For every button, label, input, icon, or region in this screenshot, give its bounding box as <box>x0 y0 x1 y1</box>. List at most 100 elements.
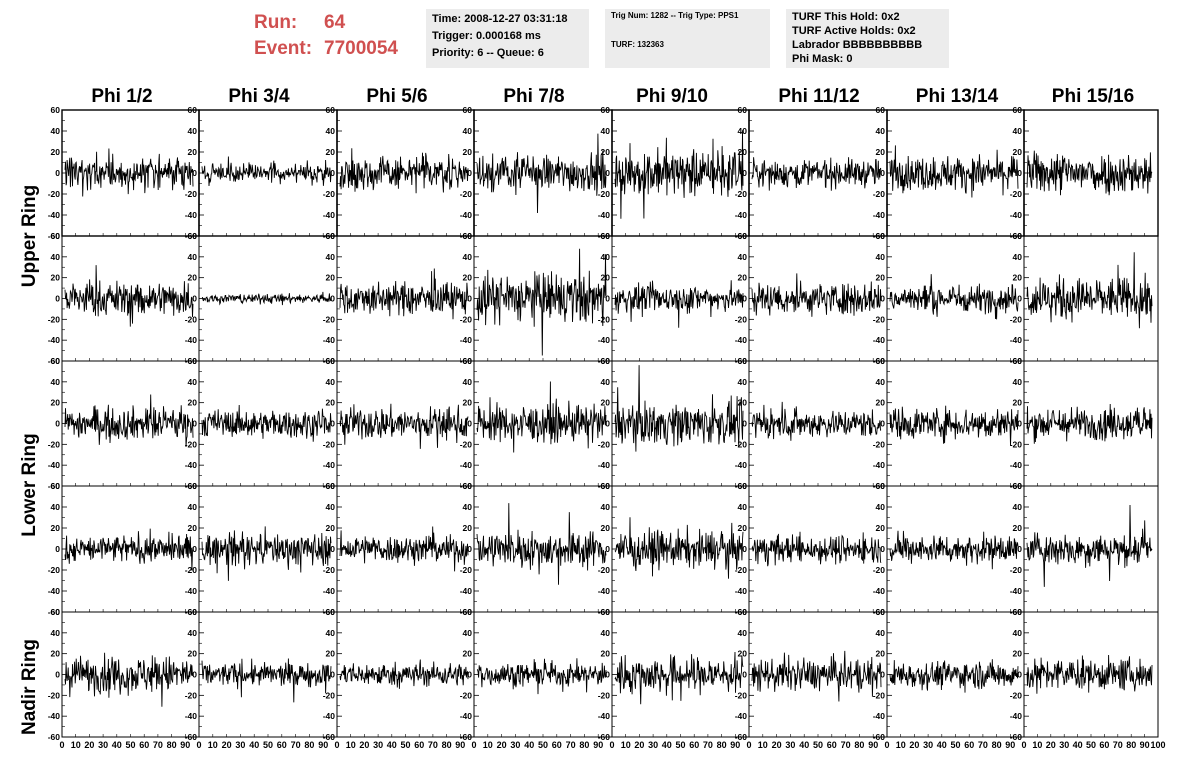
y-tick-label: 60 <box>876 231 886 241</box>
y-tick-label: -20 <box>185 189 198 199</box>
y-tick-label: -20 <box>735 439 748 449</box>
y-tick-label: -60 <box>48 607 61 617</box>
column-header-phi-13-14: Phi 13/14 <box>915 86 999 107</box>
waveform-trace <box>476 658 607 695</box>
y-tick-label: 40 <box>1013 502 1023 512</box>
y-tick-label: 20 <box>188 273 198 283</box>
x-tick-label: 70 <box>978 740 988 750</box>
y-tick-label: -60 <box>735 732 748 742</box>
x-tick-label: 0 <box>334 740 339 750</box>
y-tick-label: -40 <box>873 335 886 345</box>
time-trigger-box: Time: 2008-12-27 03:31:18 Trigger: 0.000… <box>426 9 589 68</box>
waveform-trace <box>201 156 332 187</box>
y-tick-label: 20 <box>601 398 611 408</box>
y-tick-label: 20 <box>876 398 886 408</box>
y-tick-label: 0 <box>880 168 885 178</box>
y-tick-label: 60 <box>51 105 61 115</box>
x-tick-label: 60 <box>689 740 699 750</box>
y-tick-label: 60 <box>738 105 748 115</box>
x-tick-label: 10 <box>758 740 768 750</box>
x-tick-label: 60 <box>827 740 837 750</box>
y-tick-label: 60 <box>1013 607 1023 617</box>
y-tick-label: 20 <box>463 273 473 283</box>
y-tick-label: 60 <box>601 356 611 366</box>
y-tick-label: -60 <box>48 481 61 491</box>
y-tick-label: -40 <box>48 711 61 721</box>
y-tick-label: 40 <box>326 502 336 512</box>
trig-num-line: Trig Num: 1282 -- Trig Type: PPS1 <box>611 11 739 20</box>
y-tick-label: 40 <box>738 252 748 262</box>
y-tick-label: 20 <box>601 649 611 659</box>
y-tick-label: 20 <box>463 398 473 408</box>
y-tick-label: -40 <box>735 210 748 220</box>
y-tick-label: 20 <box>1013 398 1023 408</box>
x-tick-label: 50 <box>263 740 273 750</box>
x-tick-label: 70 <box>841 740 851 750</box>
y-tick-label: -20 <box>873 189 886 199</box>
x-tick-label: 30 <box>373 740 383 750</box>
y-tick-label: 0 <box>330 419 335 429</box>
y-tick-label: -40 <box>185 586 198 596</box>
x-tick-label: 20 <box>497 740 507 750</box>
waveform-trace <box>751 273 882 317</box>
x-tick-label: 0 <box>609 740 614 750</box>
y-tick-label: 60 <box>601 105 611 115</box>
waveform-trace <box>614 517 744 579</box>
y-tick-label: 0 <box>55 294 60 304</box>
y-tick-label: -20 <box>48 189 61 199</box>
y-tick-label: 0 <box>742 544 747 554</box>
y-tick-label: 40 <box>876 252 886 262</box>
y-tick-label: -40 <box>460 335 473 345</box>
y-tick-label: 60 <box>51 356 61 366</box>
y-tick-label: -40 <box>598 335 611 345</box>
y-tick-label: -60 <box>460 732 473 742</box>
y-tick-label: 60 <box>601 231 611 241</box>
x-tick-label: 80 <box>304 740 314 750</box>
event-value: 7700054 <box>324 38 398 59</box>
y-tick-label: -20 <box>48 439 61 449</box>
x-tick-label: 60 <box>139 740 149 750</box>
waveform-trace <box>476 381 607 453</box>
y-tick-label: -20 <box>460 439 473 449</box>
y-tick-label: 60 <box>1013 105 1023 115</box>
x-tick-label: 20 <box>359 740 369 750</box>
x-tick-label: 30 <box>1059 740 1069 750</box>
y-tick-label: -40 <box>460 711 473 721</box>
y-tick-label: 40 <box>738 502 748 512</box>
x-tick-label: 20 <box>84 740 94 750</box>
waveform-trace <box>64 528 194 571</box>
y-tick-label: 60 <box>738 607 748 617</box>
x-tick-label: 80 <box>717 740 727 750</box>
run-value: 64 <box>324 12 346 33</box>
y-tick-label: 60 <box>188 607 198 617</box>
y-tick-label: 20 <box>326 398 336 408</box>
y-tick-label: -20 <box>460 690 473 700</box>
y-tick-label: -20 <box>598 439 611 449</box>
y-tick-label: 0 <box>330 544 335 554</box>
y-tick-label: 20 <box>188 147 198 157</box>
y-tick-label: 20 <box>738 273 748 283</box>
y-tick-label: -40 <box>460 586 473 596</box>
column-header-phi-3-4: Phi 3/4 <box>228 86 290 107</box>
y-tick-label: -20 <box>735 690 748 700</box>
y-tick-label: 20 <box>326 649 336 659</box>
y-tick-label: 0 <box>880 544 885 554</box>
y-tick-label: 60 <box>601 481 611 491</box>
x-tick-label: 0 <box>59 740 64 750</box>
y-tick-label: 60 <box>326 105 336 115</box>
y-tick-label: 0 <box>55 168 60 178</box>
x-tick-label: 40 <box>524 740 534 750</box>
y-tick-label: 60 <box>876 105 886 115</box>
waveform-trace <box>751 157 882 191</box>
y-tick-label: 20 <box>876 649 886 659</box>
turf-hold-box: TURF This Hold: 0x2 TURF Active Holds: 0… <box>786 9 949 68</box>
x-tick-label: 50 <box>1086 740 1096 750</box>
y-tick-label: 20 <box>876 147 886 157</box>
y-tick-label: 20 <box>1013 273 1023 283</box>
x-tick-label: 90 <box>868 740 878 750</box>
y-tick-label: -60 <box>873 732 886 742</box>
y-tick-label: 60 <box>738 356 748 366</box>
x-tick-label: 50 <box>538 740 548 750</box>
waveform-trace <box>751 650 882 702</box>
y-tick-label: 40 <box>876 377 886 387</box>
